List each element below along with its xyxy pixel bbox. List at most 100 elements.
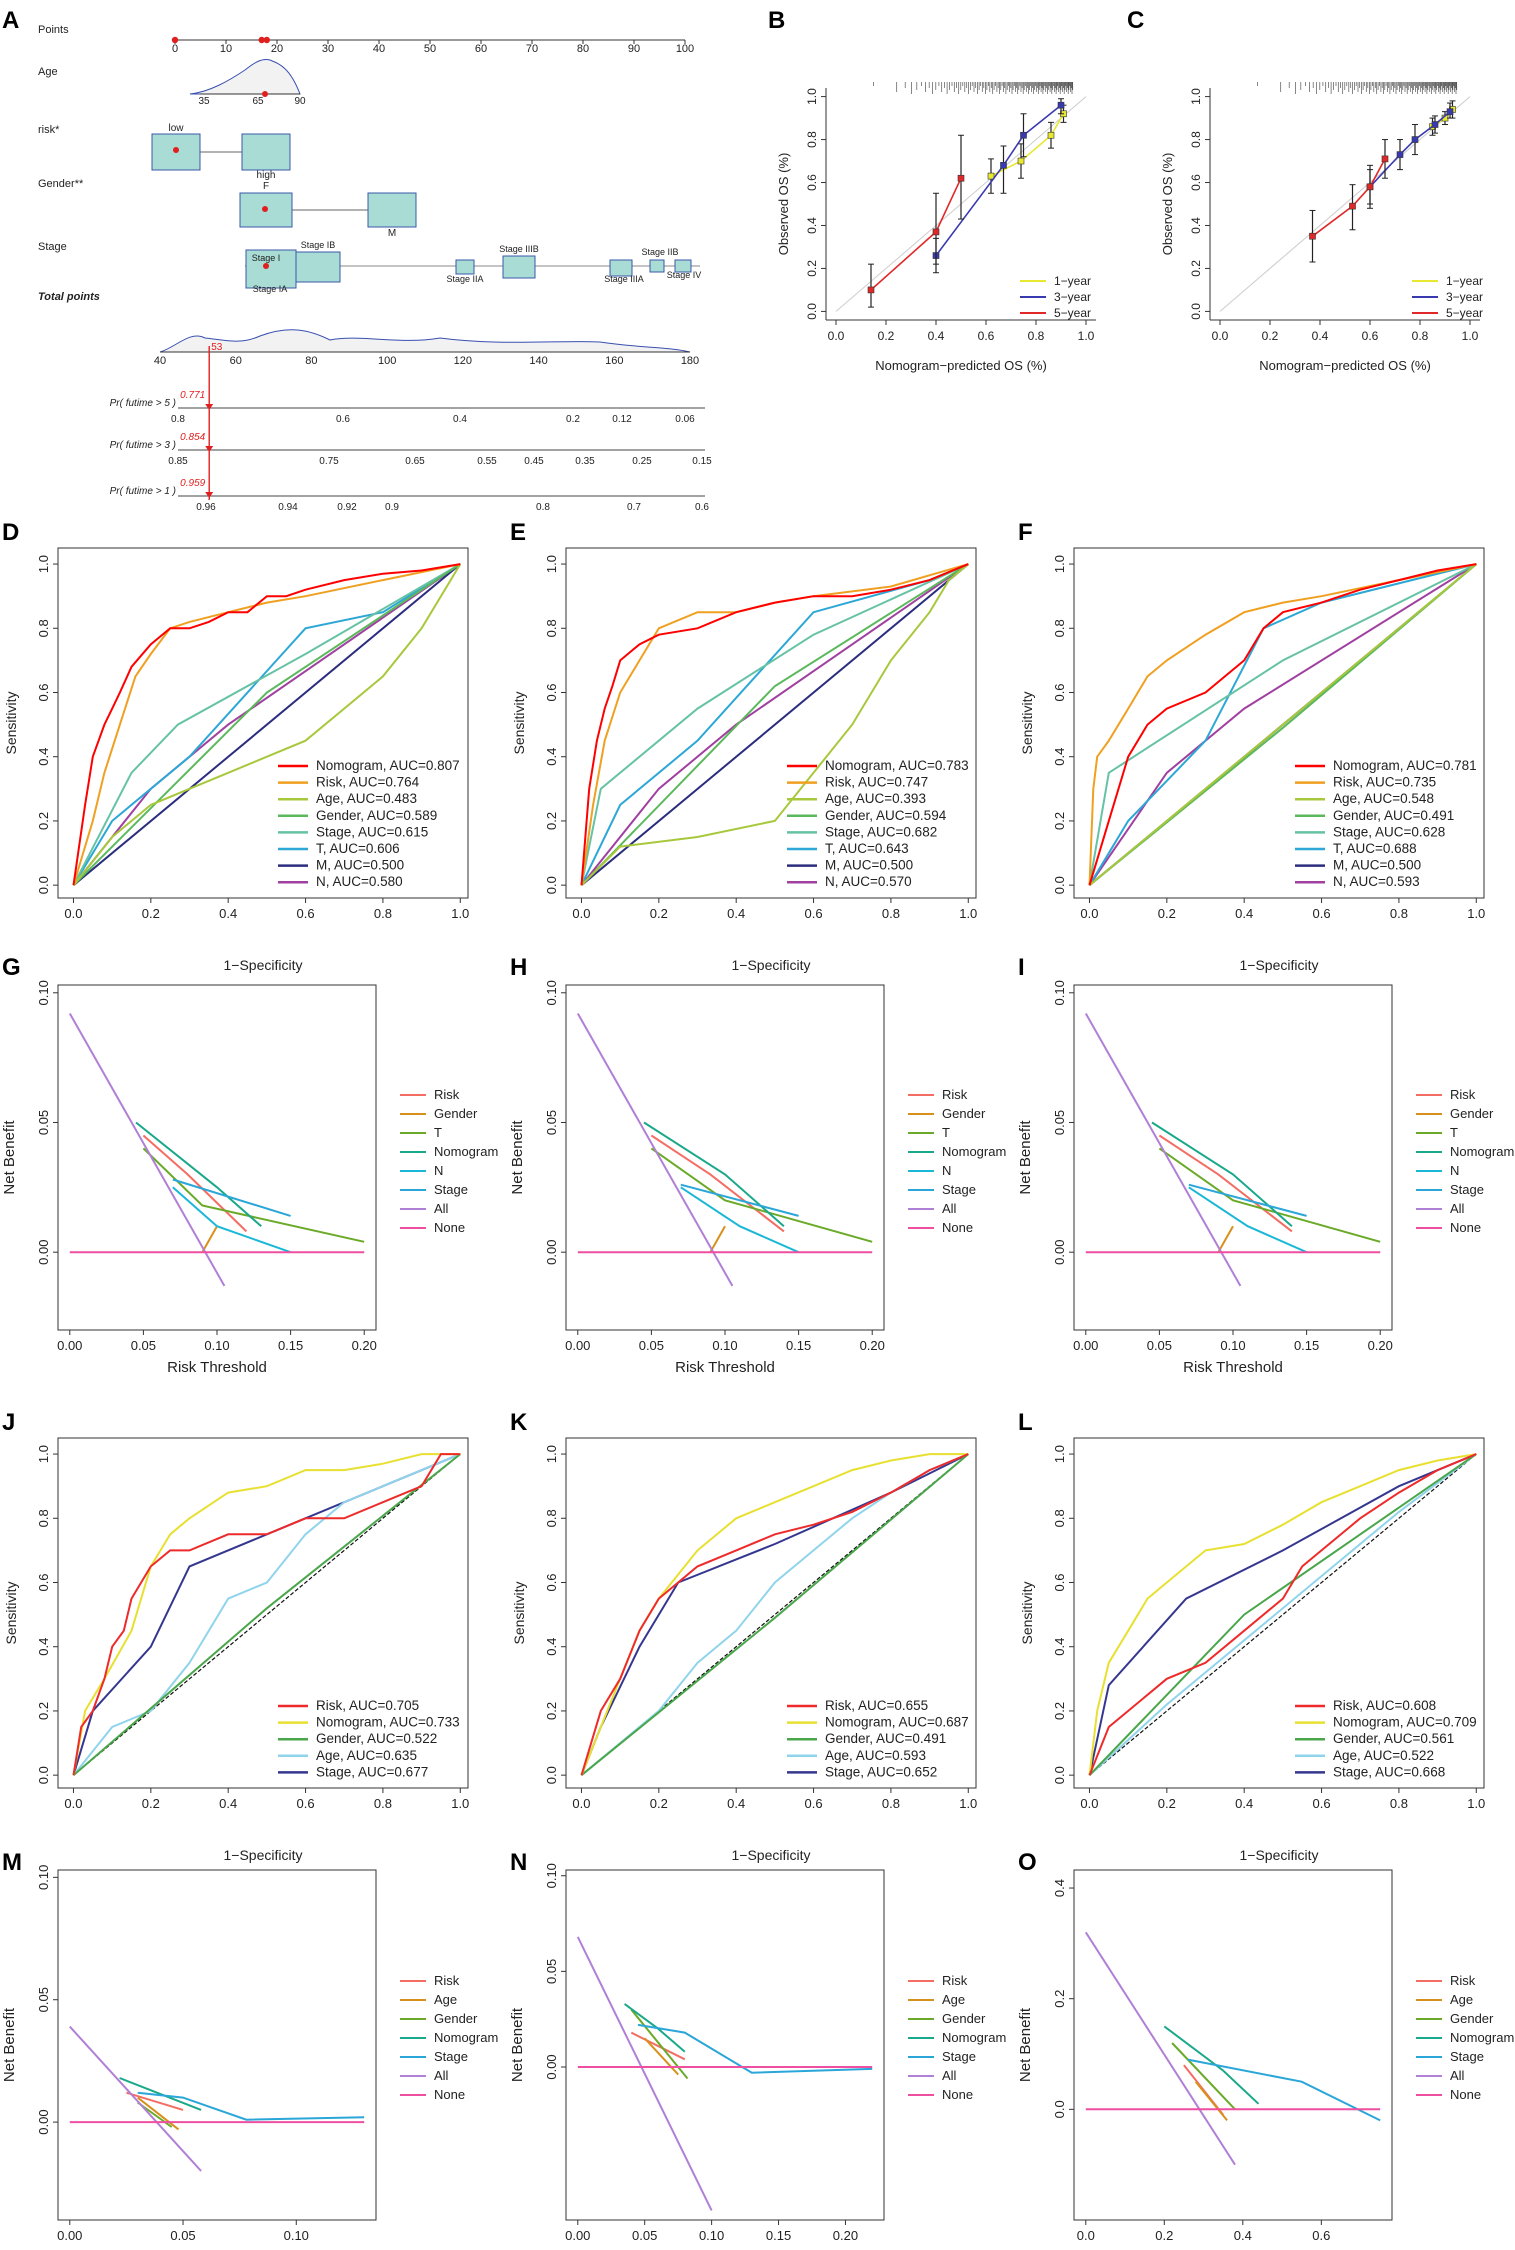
roc-curve [72,563,461,886]
points-tick-label: 70 [526,43,538,55]
prob-tick-label: 0.85 [168,456,188,467]
y-tick-label: 0.0 [36,876,51,894]
roc-curve [72,1453,461,1776]
dca-curve [172,1186,291,1254]
x-tick-label: 0.0 [1080,1796,1098,1811]
y-axis-label: Observed OS (%) [1160,153,1175,256]
x-tick-label: 0.2 [142,906,160,921]
row-label: Age [38,66,58,78]
stage-box [245,249,297,289]
calibration-line [1312,158,1386,237]
x-tick-label: 1.0 [959,906,977,921]
plot-frame [1073,1437,1485,1789]
roc-chart-j: 0.0 0.2 0.4 0.6 0.8 1.0 0.0 0.2 0.4 0.6 0.8 1.0 1−Sp… [3,1437,469,1863]
dca-chart-g: 0.00 0.05 0.10 0.15 0.20 0.00 0.05 0.10 Risk Thr… [1,980,498,1376]
y-tick-label: 0.4 [544,748,559,766]
y-tick-label: 1.0 [1189,88,1203,105]
x-tick-label: 0.00 [565,1338,590,1353]
x-tick-label: 0.4 [928,329,945,343]
calibration-point [1349,202,1356,210]
legend-label: T, AUC=0.643 [825,841,909,856]
x-tick-label: 0.05 [632,2228,657,2243]
legend-label: Nomogram, AUC=0.783 [825,758,969,773]
dca-curve [576,1013,734,1287]
prob-row-label: Pr( futime > 5 ) [110,398,176,409]
y-tick-label: 0.8 [805,131,819,148]
y-tick-label: 1.0 [805,88,819,105]
calibration-point [987,172,995,180]
prob-tick-label: 0.25 [632,456,652,467]
x-tick-label: 0.00 [57,1338,82,1353]
calibration-point [1047,131,1055,139]
prob-tick-label: 0.4 [453,414,467,425]
legend-label: N, AUC=0.580 [316,874,403,889]
x-tick-label: 0.6 [805,906,823,921]
legend-label: Nomogram [1450,2030,1514,2045]
y-axis-label: Observed OS (%) [776,153,791,256]
stage-label: Stage IIA [446,274,483,284]
row-label: Points [38,24,69,36]
legend-label: All [1450,1201,1465,1216]
y-tick-label: 0.00 [36,2109,51,2134]
x-tick-label: 0.8 [1412,329,1429,343]
y-tick-label: 0.6 [1052,1573,1067,1591]
y-tick-label: 0.0 [36,1766,51,1784]
total-tick-label: 140 [529,355,547,367]
legend-label: Risk [942,1973,968,1988]
x-axis-label: Nomogram−predicted OS (%) [875,358,1047,373]
x-tick-label: 0.4 [727,1796,745,1811]
calibration-point [1309,232,1316,240]
x-tick-label: 0.0 [572,906,590,921]
panel-letter-i: I [1018,954,1025,981]
prob-tick-label: 0.6 [695,502,709,513]
prob-row-label: Pr( futime > 3 ) [110,440,176,451]
legend-label: T [434,1125,442,1140]
legend-label: Nomogram [942,2030,1006,2045]
y-tick-label: 0.0 [1189,303,1203,320]
legend-label: Gender, AUC=0.561 [1333,1731,1454,1746]
legend-label: T, AUC=0.688 [1333,841,1417,856]
total-tick-label: 160 [605,355,623,367]
dca-curve [1163,2025,1260,2105]
y-tick-label: 0.0 [1052,2100,1067,2118]
plot-frame [57,1869,377,2221]
dca-curve [650,1147,873,1243]
x-axis-label: Nomogram−predicted OS (%) [1259,358,1431,373]
roc-curve [1088,563,1477,886]
roc-curve [580,563,969,886]
prob-value: 0.959 [180,478,205,489]
roc-curve [1088,563,1477,886]
dca-curve [1158,1134,1293,1233]
calibration-point [932,228,940,236]
age-tick-label: 35 [198,96,210,107]
x-tick-label: 0.10 [284,2228,309,2243]
prob-row-label: Pr( futime > 1 ) [110,486,176,497]
total-value: 53 [211,342,223,353]
y-axis-label: Sensitivity [511,691,527,754]
legend-label: Nomogram [1450,1144,1514,1159]
plot-frame [565,1869,885,2221]
prob-arrow [205,404,214,410]
dca-curve [119,2077,202,2111]
plot-frame [57,1437,469,1789]
plot-frame [565,1437,977,1789]
x-tick-label: 1.0 [1462,329,1479,343]
x-tick-label: 0.2 [142,1796,160,1811]
gender-marker [262,206,268,212]
x-tick-label: 0.4 [1234,2228,1252,2243]
dca-curve [1217,1225,1234,1253]
calibration-point [1020,131,1027,139]
legend-label: Risk [1450,1973,1476,1988]
roc-curve [1088,563,1477,886]
dca-curve [1194,2081,1228,2122]
plot-frame [1073,547,1485,899]
dca-curve [137,2091,365,2121]
legend-label: Age, AUC=0.522 [1333,1748,1434,1763]
plot-frame [1073,984,1393,1331]
x-tick-label: 0.8 [882,906,900,921]
roc-curve [1088,1453,1477,1776]
legend-label: Gender, AUC=0.491 [1333,808,1454,823]
x-tick-label: 0.0 [1212,329,1229,343]
x-tick-label: 0.15 [278,1338,303,1353]
legend-label: None [942,2087,973,2102]
